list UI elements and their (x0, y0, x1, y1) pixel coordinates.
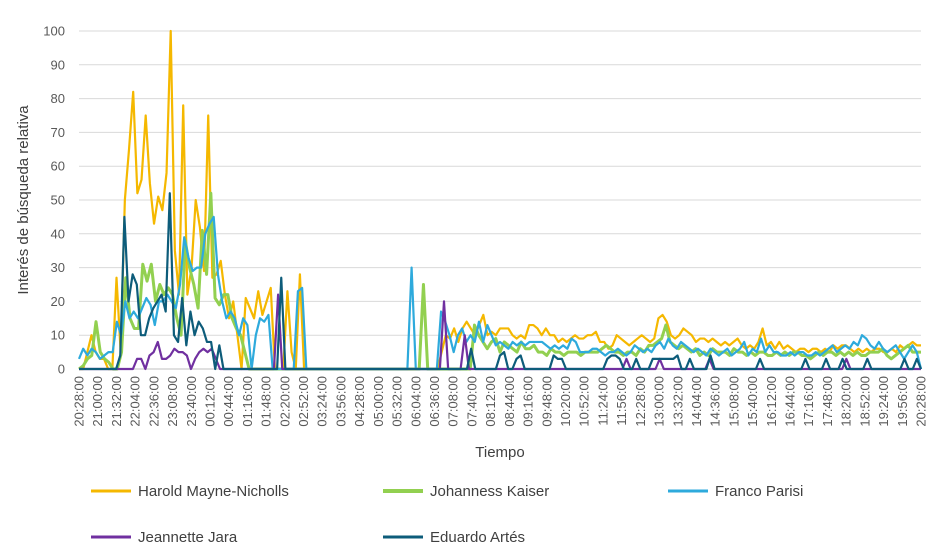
x-tick-label: 03:24:00 (315, 376, 330, 427)
x-tick-label: 00:12:00 (202, 376, 217, 427)
x-tick-label: 16:12:00 (764, 376, 779, 427)
x-tick-label: 07:40:00 (464, 376, 479, 427)
x-tick-label: 10:52:00 (577, 376, 592, 427)
series-line-5 (79, 192, 923, 371)
x-tick-label: 17:16:00 (801, 376, 816, 427)
x-tick-label: 22:04:00 (128, 376, 143, 427)
x-tick-label: 15:40:00 (745, 376, 760, 427)
y-tick-label: 30 (51, 260, 65, 275)
x-tick-label: 05:32:00 (390, 376, 405, 427)
x-tick-label: 07:08:00 (446, 376, 461, 427)
legend-label: Franco Parisi (715, 483, 803, 500)
x-tick-label: 06:04:00 (408, 376, 423, 427)
x-tick-label: 06:36:00 (427, 376, 442, 427)
y-tick-labels: 0 10 20 30 40 50 60 70 80 90 100 (43, 24, 65, 377)
x-tick-label: 20:28:00 (914, 376, 929, 427)
x-tick-label: 19:56:00 (895, 376, 910, 427)
x-tick-label: 01:16:00 (240, 376, 255, 427)
x-tick-label: 23:40:00 (184, 376, 199, 427)
x-tick-label: 12:28:00 (633, 376, 648, 427)
series-lines (77, 29, 923, 371)
y-tick-label: 0 (58, 362, 65, 377)
y-tick-label: 80 (51, 91, 65, 106)
x-tick-label: 21:00:00 (90, 376, 105, 427)
y-tick-label: 40 (51, 226, 65, 241)
x-tick-label: 05:00:00 (371, 376, 386, 427)
legend-label: Eduardo Artés (430, 529, 525, 546)
y-axis-title: Interés de búsqueda relativa (15, 105, 32, 295)
x-tick-label: 08:12:00 (483, 376, 498, 427)
x-tick-label: 21:32:00 (109, 376, 124, 427)
y-tick-label: 10 (51, 328, 65, 343)
x-tick-label: 16:44:00 (783, 376, 798, 427)
legend: Harold Mayne-Nicholls Johanness Kaiser Fra… (91, 483, 803, 546)
x-tick-label: 01:48:00 (259, 376, 274, 427)
legend-label: Johanness Kaiser (430, 483, 549, 500)
y-tick-label: 100 (43, 24, 65, 39)
x-tick-label: 09:16:00 (521, 376, 536, 427)
x-tick-label: 11:24:00 (595, 376, 610, 426)
x-tick-label: 11:56:00 (614, 376, 629, 426)
x-axis-title: Tiempo (475, 444, 524, 461)
x-tick-label: 03:56:00 (333, 376, 348, 427)
x-tick-label: 00:44:00 (221, 376, 236, 427)
x-tick-label: 20:28:00 (72, 376, 87, 427)
x-tick-label: 08:44:00 (502, 376, 517, 427)
x-tick-label: 17:48:00 (820, 376, 835, 427)
x-tick-label: 18:20:00 (839, 376, 854, 427)
x-tick-labels: 20:28:00 21:00:00 21:32:00 22:04:00 22:36:00… (72, 376, 929, 427)
x-tick-label: 14:36:00 (708, 376, 723, 427)
y-tick-label: 70 (51, 125, 65, 140)
x-tick-label: 04:28:00 (352, 376, 367, 427)
x-tick-label: 15:08:00 (726, 376, 741, 427)
x-tick-label: 02:52:00 (296, 376, 311, 427)
x-tick-label: 09:48:00 (539, 376, 554, 427)
y-tick-label: 50 (51, 193, 65, 208)
series-line-1 (79, 29, 921, 371)
y-tick-label: 90 (51, 57, 65, 72)
y-tick-label: 60 (51, 159, 65, 174)
x-tick-label: 02:20:00 (277, 376, 292, 427)
y-tick-label: 20 (51, 294, 65, 309)
legend-label: Jeannette Jara (138, 529, 238, 546)
x-tick-label: 14:04:00 (689, 376, 704, 427)
x-tick-label: 22:36:00 (146, 376, 161, 427)
x-tick-label: 23:08:00 (165, 376, 180, 427)
x-tick-label: 18:52:00 (857, 376, 872, 427)
legend-label: Harold Mayne-Nicholls (138, 483, 289, 500)
series-line-3 (77, 215, 923, 371)
x-tick-label: 13:00:00 (652, 376, 667, 427)
x-tick-label: 19:24:00 (876, 376, 891, 427)
x-tick-label: 10:20:00 (558, 376, 573, 427)
x-tick-label: 13:32:00 (670, 376, 685, 427)
